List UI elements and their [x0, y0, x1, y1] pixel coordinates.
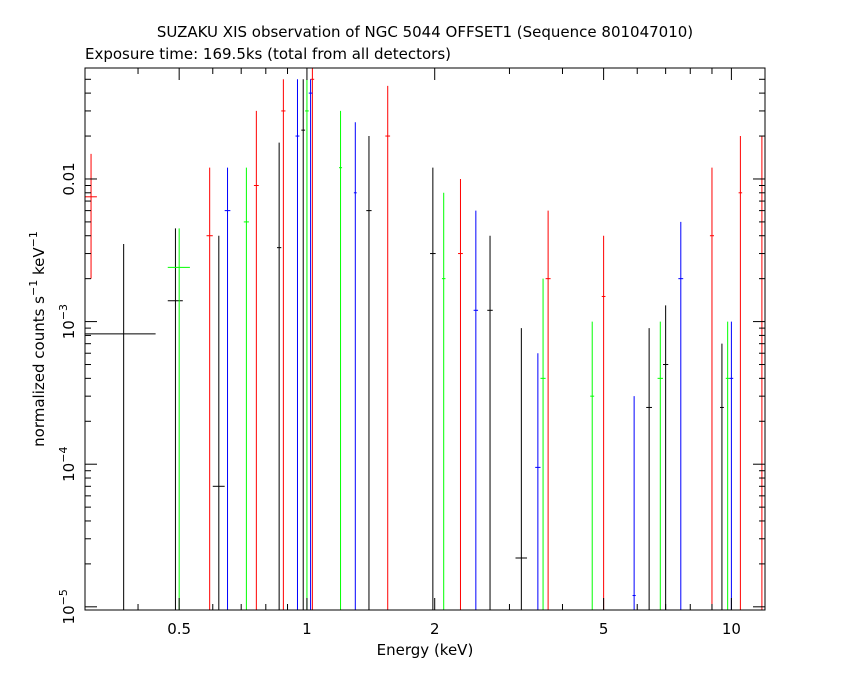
x-tick-label: 2	[430, 620, 440, 638]
series-0	[85, 79, 724, 610]
data-point	[366, 136, 372, 610]
data-point	[308, 79, 313, 610]
data-point	[281, 79, 286, 610]
data-point	[738, 136, 743, 610]
y-axis-label-exp2: −1	[27, 231, 40, 247]
y-tick-mantissa: 10	[60, 320, 78, 339]
data-point	[224, 167, 231, 610]
data-points-layer	[85, 68, 764, 610]
data-point	[725, 321, 730, 610]
data-point	[85, 243, 156, 610]
x-tick-label: 0.5	[167, 620, 191, 638]
data-point	[719, 343, 724, 610]
y-axis-label-exp1: −1	[27, 280, 40, 296]
y-tick-label: 10−3	[57, 304, 78, 339]
data-point	[212, 235, 225, 610]
data-point	[515, 328, 528, 610]
y-tick-mantissa: 10	[60, 463, 78, 482]
y-tick-label: 10−5	[57, 589, 78, 624]
data-point	[487, 235, 493, 610]
chart-title: SUZAKU XIS observation of NGC 5044 OFFSE…	[157, 23, 693, 41]
y-tick-label: 0.01	[60, 162, 78, 195]
y-tick-mantissa: 10	[60, 605, 78, 624]
data-point	[85, 153, 97, 279]
data-point	[709, 167, 715, 610]
data-point	[473, 210, 479, 610]
data-point	[678, 221, 684, 610]
series-2	[167, 79, 730, 610]
data-point	[167, 228, 190, 610]
data-point	[545, 210, 551, 610]
y-tick-exponent: −5	[57, 589, 70, 605]
y-tick-exponent: −4	[57, 447, 70, 463]
data-point	[253, 110, 259, 610]
data-point	[295, 79, 300, 610]
data-point	[657, 321, 663, 610]
data-point	[167, 228, 183, 610]
data-point	[206, 167, 213, 610]
data-point	[276, 142, 282, 610]
data-point	[729, 321, 734, 610]
data-point	[301, 79, 306, 610]
plot-frame	[84, 67, 766, 611]
data-point	[646, 328, 652, 610]
x-tick-label: 5	[599, 620, 609, 638]
chart-subtitle: Exposure time: 169.5ks (total from all d…	[85, 45, 451, 63]
data-point	[590, 321, 595, 610]
y-tick-exponent: −3	[57, 304, 70, 320]
data-point	[662, 305, 669, 610]
series-3	[224, 79, 734, 610]
data-point	[310, 68, 315, 610]
data-point	[632, 396, 636, 610]
data-point	[243, 167, 249, 610]
data-point	[385, 85, 391, 610]
y-axis-label: normalized counts s−1 keV−1	[27, 231, 48, 447]
data-point	[430, 167, 436, 610]
data-point	[540, 278, 546, 610]
x-axis-label: Energy (keV)	[377, 641, 474, 659]
data-point	[535, 353, 541, 610]
y-axis-label-mid: keV	[30, 247, 48, 280]
series-1	[85, 68, 764, 610]
data-point	[458, 178, 463, 610]
data-point	[441, 192, 446, 610]
y-axis-label-base: normalized counts s	[30, 296, 48, 447]
x-tick-label: 10	[722, 620, 741, 638]
data-point	[305, 79, 309, 610]
data-point	[339, 110, 343, 610]
data-point	[601, 235, 606, 610]
x-tick-label: 1	[302, 620, 312, 638]
y-tick-label: 10−4	[57, 447, 78, 482]
data-point	[353, 122, 357, 610]
